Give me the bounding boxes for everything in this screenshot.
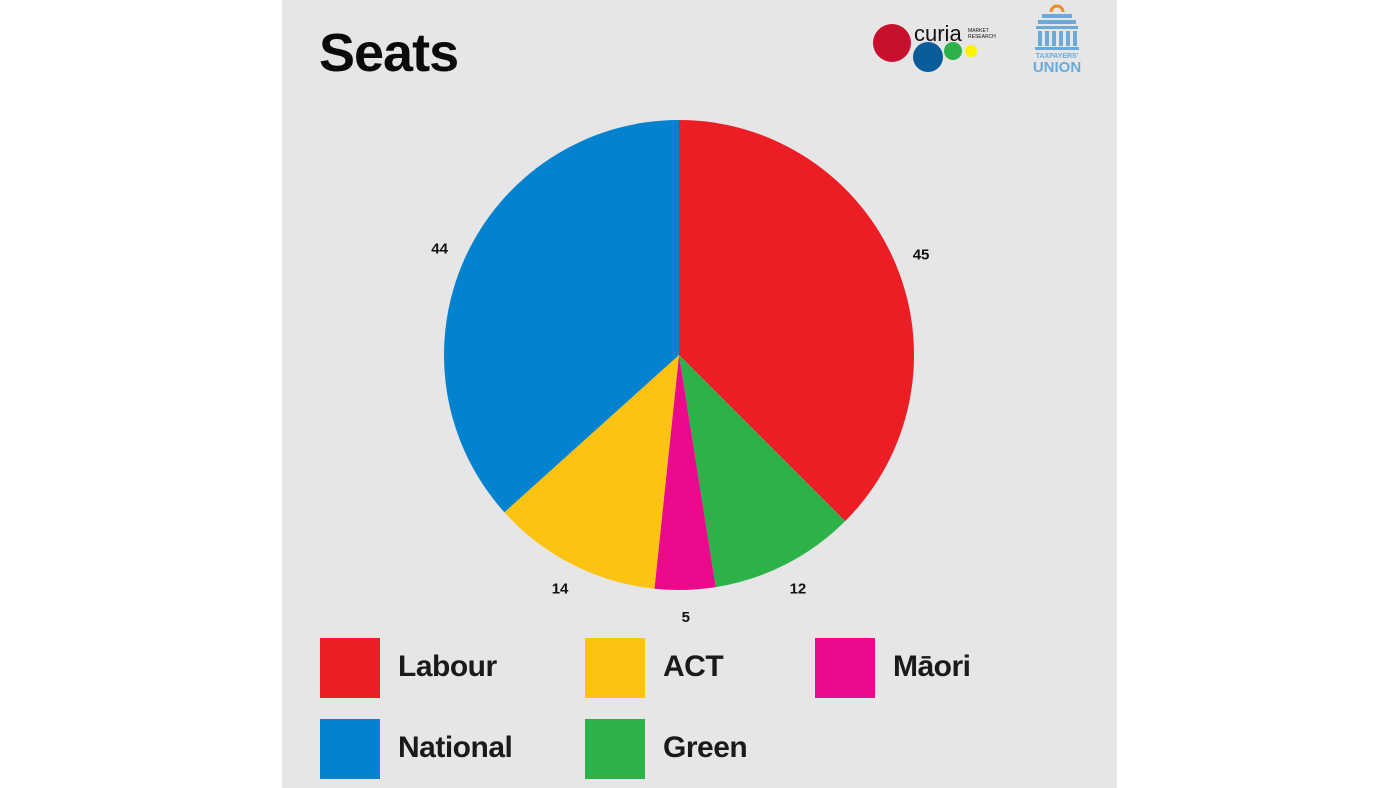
legend-swatch-maori (815, 638, 875, 698)
data-label-green: 12 (790, 580, 807, 597)
data-label-act: 14 (552, 580, 569, 597)
taxpayers-union-logo: TAXPAYERS' UNION (1033, 4, 1081, 76)
chart-panel: Seats curia MARKET RESEARCH TAXPAYERS' U… (282, 0, 1117, 788)
curia-yellow-dot (965, 45, 977, 57)
legend-label-maori: Māori (893, 650, 971, 683)
data-label-national: 44 (431, 240, 448, 257)
curia-tagline-2: RESEARCH (968, 34, 996, 40)
legend-swatch-labour (320, 638, 380, 698)
pie-slice-green (679, 355, 846, 588)
curia-wordmark: curia (914, 21, 962, 46)
curia-tagline-1: MARKET (968, 28, 989, 34)
pie-slice-labour (679, 120, 915, 522)
tu-line2: UNION (1033, 59, 1081, 76)
pie-chart: 45 12 5 14 44 (431, 120, 930, 626)
tu-line1: TAXPAYERS' (1036, 53, 1079, 60)
data-label-labour: 45 (913, 247, 930, 264)
legend-label-national: National (398, 731, 513, 764)
legend-swatch-act (585, 638, 645, 698)
legend-swatch-national (320, 719, 380, 779)
pie-slice-national (444, 120, 679, 513)
pie-slice-maori (654, 355, 716, 590)
pie-slice-act (504, 355, 679, 589)
curia-red-dot (873, 24, 911, 62)
legend-swatch-green (585, 719, 645, 779)
chart-title: Seats (319, 23, 459, 83)
curia-green-dot (944, 42, 962, 60)
data-label-maori: 5 (682, 609, 690, 626)
legend-label-act: ACT (663, 650, 724, 683)
tu-orange-arc (1049, 4, 1065, 13)
legend-label-labour: Labour (398, 650, 497, 683)
curia-blue-dot (913, 42, 943, 72)
curia-logo: curia MARKET RESEARCH (873, 21, 996, 72)
legend: Labour ACT Māori National Green (320, 638, 1080, 788)
legend-label-green: Green (663, 731, 748, 764)
